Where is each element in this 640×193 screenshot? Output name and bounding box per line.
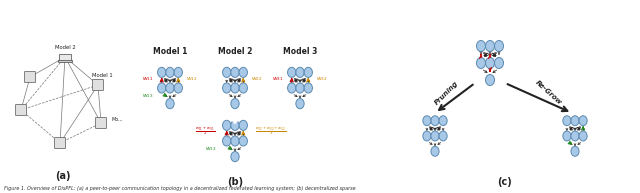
Ellipse shape xyxy=(231,152,239,162)
Ellipse shape xyxy=(563,116,571,126)
Text: $w_{31}$: $w_{31}$ xyxy=(272,75,284,83)
Ellipse shape xyxy=(439,116,447,126)
FancyBboxPatch shape xyxy=(95,118,106,129)
Ellipse shape xyxy=(166,99,174,109)
Text: (c): (c) xyxy=(498,177,513,187)
Ellipse shape xyxy=(223,67,231,77)
Text: $w_{32}$: $w_{32}$ xyxy=(316,75,328,83)
Ellipse shape xyxy=(571,131,579,141)
FancyArrowPatch shape xyxy=(228,111,242,123)
Text: Re-Grow: Re-Grow xyxy=(534,80,563,106)
Ellipse shape xyxy=(579,131,587,141)
Text: $\frac{w_{12}+w_{22}+w_{32}}{3}$: $\frac{w_{12}+w_{22}+w_{32}}{3}$ xyxy=(255,125,287,137)
Ellipse shape xyxy=(239,67,248,77)
Ellipse shape xyxy=(239,120,248,130)
FancyBboxPatch shape xyxy=(24,71,35,82)
Ellipse shape xyxy=(231,120,239,130)
FancyBboxPatch shape xyxy=(54,137,65,148)
Text: Model 2: Model 2 xyxy=(54,45,76,50)
Ellipse shape xyxy=(166,67,174,77)
Ellipse shape xyxy=(439,131,447,141)
Ellipse shape xyxy=(431,146,439,156)
Ellipse shape xyxy=(231,136,239,146)
Ellipse shape xyxy=(174,67,182,77)
Ellipse shape xyxy=(223,83,231,93)
Ellipse shape xyxy=(477,41,486,52)
Ellipse shape xyxy=(423,116,431,126)
Ellipse shape xyxy=(166,83,174,93)
FancyBboxPatch shape xyxy=(93,80,104,91)
Text: (a): (a) xyxy=(55,171,71,181)
Text: $\frac{w_{11}+w_{31}}{2}$: $\frac{w_{11}+w_{31}}{2}$ xyxy=(195,125,215,137)
Text: Model 1: Model 1 xyxy=(92,73,113,78)
Ellipse shape xyxy=(423,131,431,141)
Ellipse shape xyxy=(431,131,439,141)
Ellipse shape xyxy=(239,136,248,146)
Ellipse shape xyxy=(231,99,239,109)
Ellipse shape xyxy=(239,83,248,93)
Ellipse shape xyxy=(486,58,495,69)
Ellipse shape xyxy=(477,58,486,69)
Ellipse shape xyxy=(287,83,296,93)
Ellipse shape xyxy=(296,67,304,77)
Ellipse shape xyxy=(223,136,231,146)
Ellipse shape xyxy=(563,131,571,141)
Text: $w_{22}$: $w_{22}$ xyxy=(252,75,263,83)
Text: Model 2: Model 2 xyxy=(218,47,252,56)
Ellipse shape xyxy=(304,83,312,93)
Text: Model 1: Model 1 xyxy=(153,47,187,56)
Ellipse shape xyxy=(223,120,231,130)
Ellipse shape xyxy=(486,41,495,52)
FancyBboxPatch shape xyxy=(59,53,71,60)
FancyBboxPatch shape xyxy=(58,60,72,62)
Ellipse shape xyxy=(495,41,504,52)
Ellipse shape xyxy=(495,58,504,69)
Text: $w_{13}$: $w_{13}$ xyxy=(205,145,217,153)
Text: $w_{13}$: $w_{13}$ xyxy=(142,92,154,100)
Ellipse shape xyxy=(296,99,304,109)
Ellipse shape xyxy=(174,83,182,93)
Ellipse shape xyxy=(571,116,579,126)
Text: Mo...: Mo... xyxy=(111,117,123,122)
Text: (b): (b) xyxy=(227,177,243,187)
Text: Model 3: Model 3 xyxy=(283,47,317,56)
Ellipse shape xyxy=(287,67,296,77)
Ellipse shape xyxy=(157,67,166,77)
Text: $w_{11}$: $w_{11}$ xyxy=(142,75,154,83)
Ellipse shape xyxy=(296,83,304,93)
Ellipse shape xyxy=(486,74,495,85)
Ellipse shape xyxy=(431,116,439,126)
Ellipse shape xyxy=(571,146,579,156)
Ellipse shape xyxy=(231,83,239,93)
Ellipse shape xyxy=(157,83,166,93)
Ellipse shape xyxy=(579,116,587,126)
Text: $w_{12}$: $w_{12}$ xyxy=(186,75,198,83)
FancyBboxPatch shape xyxy=(15,104,26,115)
Text: Pruning: Pruning xyxy=(434,80,460,106)
Text: Figure 1. Overview of DisPFL: (a) a peer-to-peer communication topology in a dec: Figure 1. Overview of DisPFL: (a) a peer… xyxy=(4,186,356,191)
Ellipse shape xyxy=(231,67,239,77)
Ellipse shape xyxy=(304,67,312,77)
